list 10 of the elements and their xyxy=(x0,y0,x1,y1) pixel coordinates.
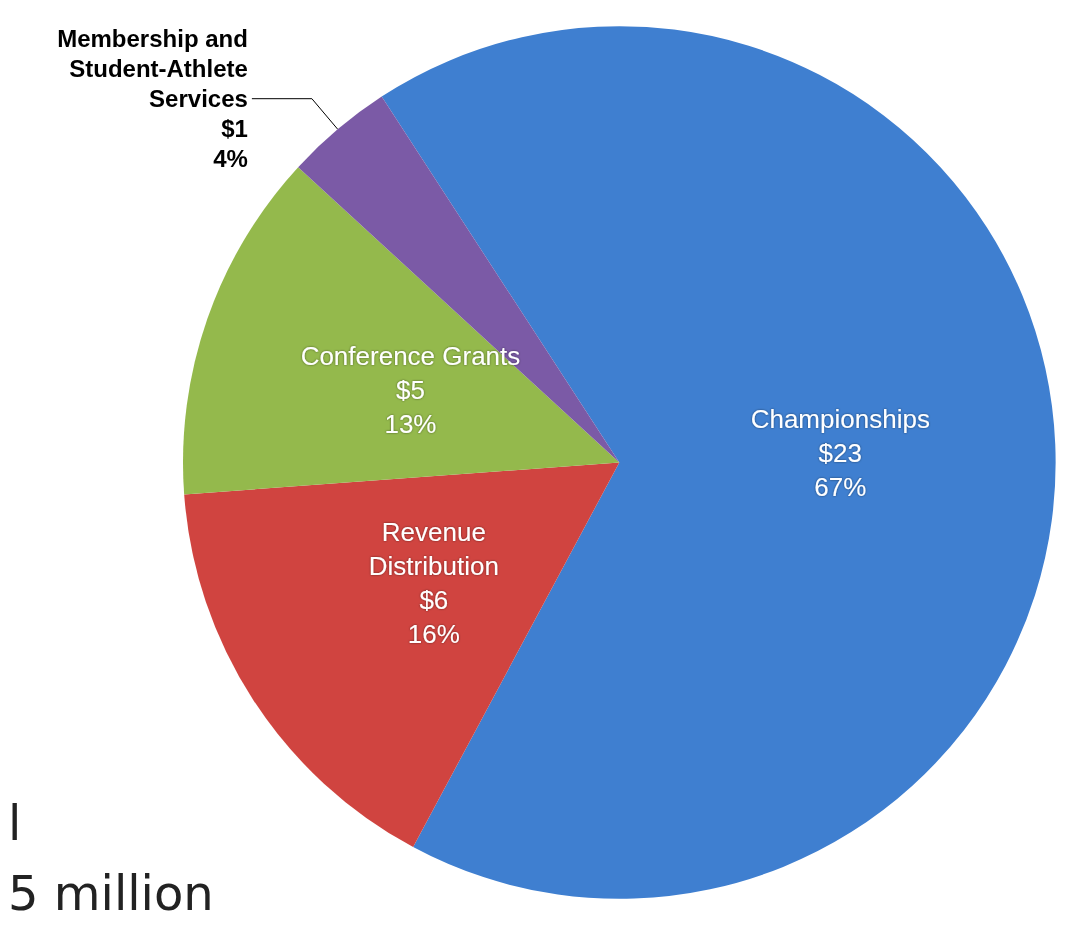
slice-label: Conference Grants xyxy=(300,340,521,371)
slice-label: Revenue Distribution xyxy=(368,516,499,581)
text: 5 million xyxy=(8,865,214,921)
data-label: $6 16% xyxy=(407,584,460,649)
data-label: $5 13% xyxy=(384,374,437,439)
data-label: $23 67% xyxy=(814,438,867,503)
text: l xyxy=(8,795,22,851)
data-label: $1 4% xyxy=(213,115,248,173)
slice-label: Membership and Student-Athlete Services xyxy=(57,25,248,113)
slice-label: Championships xyxy=(750,404,930,435)
